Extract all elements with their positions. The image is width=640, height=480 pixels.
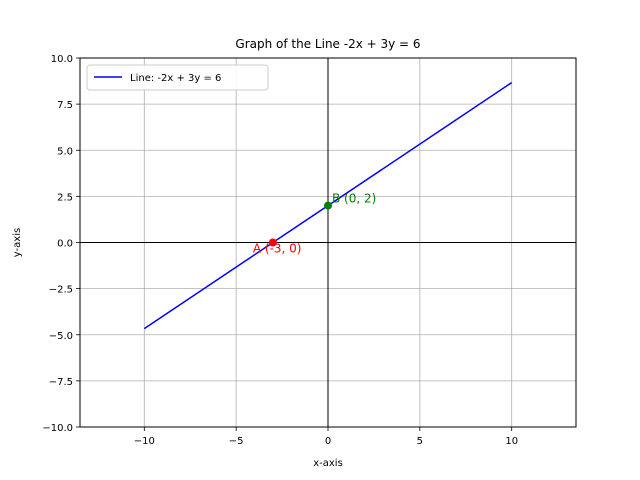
x-tick-label: 10 bbox=[505, 436, 518, 447]
point-label: B (0, 2) bbox=[332, 192, 376, 206]
x-tick-label: −10 bbox=[134, 436, 155, 447]
chart-title: Graph of the Line -2x + 3y = 6 bbox=[235, 37, 420, 51]
y-tick-label: −7.5 bbox=[49, 377, 73, 388]
y-tick-label: −10.0 bbox=[42, 423, 73, 434]
zero-axes bbox=[80, 58, 576, 427]
y-tick-label: 7.5 bbox=[57, 100, 73, 111]
legend-box bbox=[86, 64, 269, 91]
y-tick-label: 2.5 bbox=[57, 192, 73, 203]
ticks: −10 −5 0 5 10 −10.0 −7.5 −5.0 −2.5 0.0 2.5 5.0 7.5 10… bbox=[42, 54, 518, 447]
x-tick-label: 0 bbox=[325, 436, 331, 447]
x-axis-label: x-axis bbox=[313, 458, 343, 469]
legend: Line: -2x + 3y = 6 bbox=[86, 64, 269, 91]
point-marker bbox=[268, 238, 277, 247]
y-tick-label: −5.0 bbox=[49, 331, 73, 342]
point-marker bbox=[324, 201, 332, 210]
legend-entry-label: Line: -2x + 3y = 6 bbox=[130, 73, 221, 84]
x-tick-label: −5 bbox=[229, 436, 244, 447]
y-tick-label: 0.0 bbox=[57, 239, 73, 250]
y-tick-label: −2.5 bbox=[49, 285, 73, 296]
y-axis-label: y-axis bbox=[12, 228, 23, 257]
y-tick-label: 5.0 bbox=[57, 146, 73, 157]
x-tick-label: 5 bbox=[417, 436, 423, 447]
points-layer: A (-3, 0) B (0, 2) bbox=[253, 192, 376, 256]
point-label: A (-3, 0) bbox=[253, 242, 302, 256]
y-tick-label: 10.0 bbox=[51, 54, 73, 65]
